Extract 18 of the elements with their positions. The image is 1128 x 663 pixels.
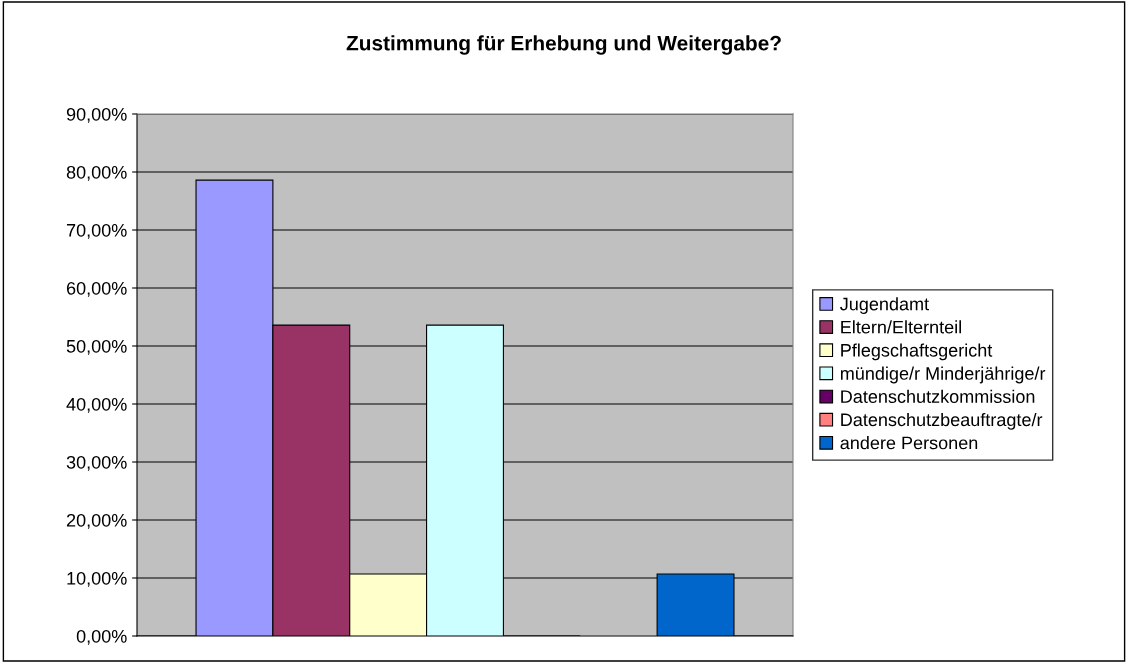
y-tick-label: 30,00% [66, 455, 127, 471]
legend-label: Pflegschaftsgericht [841, 343, 993, 361]
legend-label: andere Personen [840, 436, 978, 450]
y-tick-label: 0,00% [76, 629, 127, 645]
y-tick-label: 70,00% [66, 223, 127, 239]
legend-label: Jugendamt [840, 297, 929, 314]
y-tick-label: 10,00% [67, 571, 127, 587]
legend-label: Datenschutzkommission [841, 389, 1035, 403]
y-tick-label: 20,00% [66, 513, 127, 529]
y-tick-label: 80,00% [66, 165, 127, 181]
legend-label: Eltern/Elternteil [841, 320, 961, 334]
y-tick-label: 60,00% [66, 281, 127, 297]
legend-label: Datenschutzbeauftragte/r [841, 412, 1043, 430]
y-tick-label: 40,00% [66, 397, 127, 413]
y-tick-label: 50,00% [66, 339, 127, 355]
legend-label: mündige/r Minderjährige/r [840, 366, 1046, 384]
chart-title: Zustimmung für Erhebung und Weitergabe? [346, 35, 781, 55]
y-tick-label: 90,00% [66, 107, 127, 123]
